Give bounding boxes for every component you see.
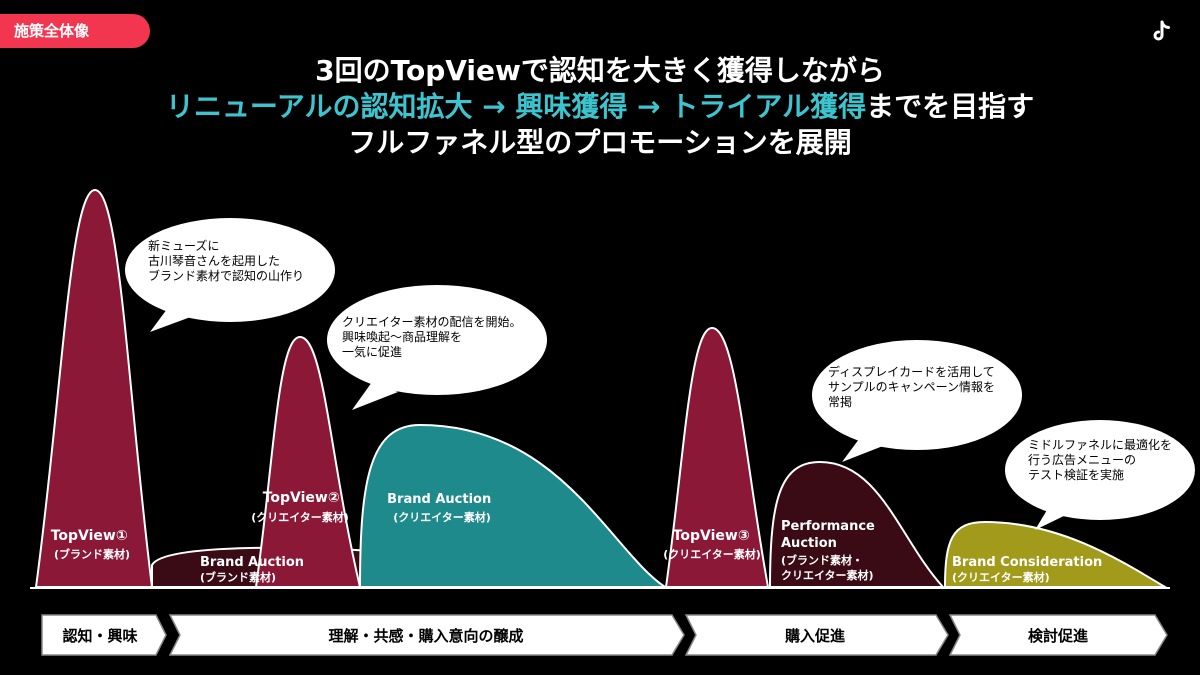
label-performance-auction-line: Performance [781, 519, 875, 534]
label-brand-auction-1: Brand Auction (ブランド素材) [200, 551, 310, 584]
mountain-performance-auction [768, 460, 946, 588]
bubble-3-text: ディスプレイカードを活用して サンプルのキャンペーン情報を 常掲 [828, 364, 999, 409]
label-brand-auction-2-line: Brand Auction [387, 492, 491, 507]
speech-bubble-3: ディスプレイカードを活用して サンプルのキャンペーン情報を 常掲 [812, 340, 1022, 462]
stage-arrow-awareness: 認知・興味 [41, 614, 167, 656]
label-performance-auction-line: (ブランド素材・ [781, 553, 863, 567]
bubble-2-text: クリエイター素材の配信を開始。 興味喚起〜商品理解を 一気に促進 [342, 315, 525, 359]
label-brand-auction-2-line: (クリエイター素材) [393, 510, 491, 524]
stage-arrow-purchase: 購入促進 [684, 614, 949, 656]
label-topview1: TopView① (ブランド素材) [51, 525, 134, 561]
bubble-4-line: ミドルファネルに最適化を [1028, 437, 1172, 452]
stage-consideration-label: 検討促進 [1028, 627, 1089, 645]
headline-line-3: フルファネル型のプロモーションを展開 [348, 126, 852, 159]
label-topview2: TopView② (クリエイター素材) [251, 487, 349, 524]
label-performance-auction: Performance Auction (ブランド素材・ クリエイター素材) [781, 515, 880, 582]
bubble-3-line: 常掲 [828, 394, 852, 409]
label-brand-consideration-line: Brand Consideration [952, 555, 1102, 570]
mountain-topview1 [34, 188, 154, 588]
stage-purchase-label: 購入促進 [784, 627, 846, 645]
headline-tail: までを目指す [866, 90, 1035, 123]
speech-bubble-1: 新ミューズに 古川琴音さんを起用した ブランド素材で認知の山作り [125, 218, 335, 332]
label-performance-auction-line: Auction [781, 536, 837, 551]
bubble-3-line: ディスプレイカードを活用して [828, 364, 995, 379]
label-topview1-line: TopView① [51, 528, 128, 544]
headline-accent: リニューアルの認知拡大 → 興味獲得 → トライアル獲得 [165, 90, 867, 123]
label-topview3-line: (クリエイター素材) [663, 547, 761, 561]
mountain-topview2 [254, 335, 362, 588]
bubble-1-line: ブランド素材で認知の山作り [148, 268, 304, 283]
bubble-2-line: 興味喚起〜商品理解を [342, 329, 462, 344]
label-topview3: TopView③ (クリエイター素材) [663, 525, 761, 561]
headline-line-1: 3回のTopViewで認知を大きく獲得しながら [315, 54, 885, 87]
stage-awareness-label: 認知・興味 [62, 627, 137, 645]
tiktok-logo-icon [1153, 20, 1170, 41]
bubble-2-line: クリエイター素材の配信を開始。 [342, 315, 522, 329]
headline-line-2: リニューアルの認知拡大 → 興味獲得 → トライアル獲得までを目指す [0, 88, 1200, 126]
stage-arrow-understanding: 理解・共感・購入意向の醸成 [168, 614, 685, 656]
label-brand-auction-1-line: Brand Auction [200, 555, 304, 570]
stage-arrow-consideration: 検討促進 [948, 614, 1168, 656]
bubble-2-line: 一気に促進 [342, 344, 402, 359]
mountain-brand-auction-2 [358, 423, 669, 588]
bubble-1-text: 新ミューズに 古川琴音さんを起用した ブランド素材で認知の山作り [148, 238, 304, 283]
label-topview3-line: TopView③ [673, 528, 750, 544]
label-topview2-line: TopView② [263, 490, 340, 506]
speech-bubble-2: クリエイター素材の配信を開始。 興味喚起〜商品理解を 一気に促進 [327, 285, 547, 410]
label-brand-auction-1-line: (ブランド素材) [200, 570, 276, 584]
section-tag: 施策全体像 [0, 14, 150, 48]
label-topview2-line: (クリエイター素材) [251, 510, 349, 524]
label-topview1-line: (ブランド素材) [54, 547, 130, 561]
bubble-4-line: 行う広告メニューの [1028, 453, 1136, 467]
label-performance-auction-line: クリエイター素材) [781, 568, 874, 582]
bubble-4-text: ミドルファネルに最適化を 行う広告メニューの テスト検証を実施 [1028, 437, 1176, 482]
mountain-topview3 [664, 326, 770, 588]
bubble-1-line: 古川琴音さんを起用した [148, 253, 280, 268]
bubble-1-line: 新ミューズに [148, 238, 219, 253]
mountain-brand-consideration [943, 520, 1169, 588]
label-brand-auction-2: Brand Auction (クリエイター素材) [387, 488, 497, 524]
stage-understanding-label: 理解・共感・購入意向の醸成 [328, 627, 523, 645]
speech-bubble-4: ミドルファネルに最適化を 行う広告メニューの テスト検証を実施 [1005, 420, 1195, 530]
label-brand-consideration-line: (クリエイター素材) [952, 570, 1050, 584]
label-brand-consideration: Brand Consideration (クリエイター素材) [952, 551, 1108, 584]
bubble-4-line: テスト検証を実施 [1028, 467, 1124, 482]
bubble-3-line: サンプルのキャンペーン情報を [828, 380, 995, 394]
